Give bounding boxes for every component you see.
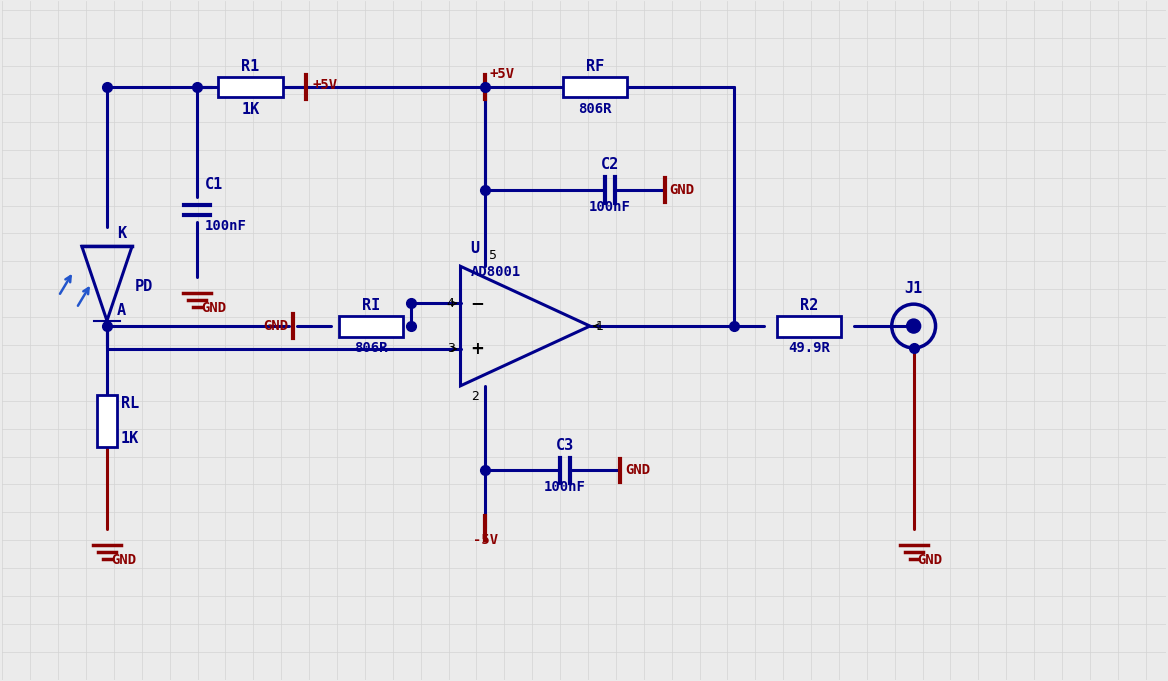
Text: 4: 4 [446, 297, 454, 310]
Text: GND: GND [625, 464, 649, 477]
Bar [97, 395, 117, 447]
Text: +5V: +5V [489, 67, 515, 81]
Text: 100nF: 100nF [544, 480, 586, 494]
Text: 100nF: 100nF [204, 219, 246, 234]
Text: 806R: 806R [354, 341, 388, 355]
Text: C2: C2 [600, 157, 619, 172]
Text: K: K [117, 226, 126, 241]
Text: R1: R1 [242, 59, 259, 74]
Text: -5V: -5V [473, 533, 498, 548]
Text: R2: R2 [800, 298, 819, 313]
Text: RL: RL [121, 396, 139, 411]
Text: 1: 1 [596, 319, 604, 332]
Text: GND: GND [263, 319, 288, 333]
Circle shape [906, 319, 920, 333]
Text: J1: J1 [904, 281, 923, 296]
Text: GND: GND [918, 553, 943, 567]
Text: A: A [117, 303, 126, 318]
Text: 2: 2 [472, 390, 479, 402]
Text: C1: C1 [204, 176, 223, 191]
Bar [563, 76, 627, 97]
Text: U: U [471, 241, 480, 256]
Text: AD8001: AD8001 [471, 266, 521, 279]
Text: 806R: 806R [578, 102, 612, 116]
Bar [777, 315, 841, 336]
Text: GND: GND [202, 301, 227, 315]
Text: GND: GND [111, 553, 135, 567]
Text: 3: 3 [446, 343, 454, 355]
Text: 49.9R: 49.9R [788, 341, 830, 355]
Bar [339, 315, 403, 336]
Text: RI: RI [362, 298, 380, 313]
Text: 5: 5 [489, 249, 498, 262]
Text: 1K: 1K [121, 430, 139, 445]
Text: GND: GND [669, 183, 695, 197]
Text: +: + [471, 340, 485, 358]
Text: C3: C3 [556, 437, 575, 453]
Text: +5V: +5V [312, 78, 338, 92]
Text: 1K: 1K [242, 102, 259, 117]
Bar [218, 76, 283, 97]
Text: PD: PD [134, 279, 153, 294]
Text: 100nF: 100nF [589, 200, 631, 214]
Text: RF: RF [586, 59, 604, 74]
Text: −: − [471, 294, 485, 313]
